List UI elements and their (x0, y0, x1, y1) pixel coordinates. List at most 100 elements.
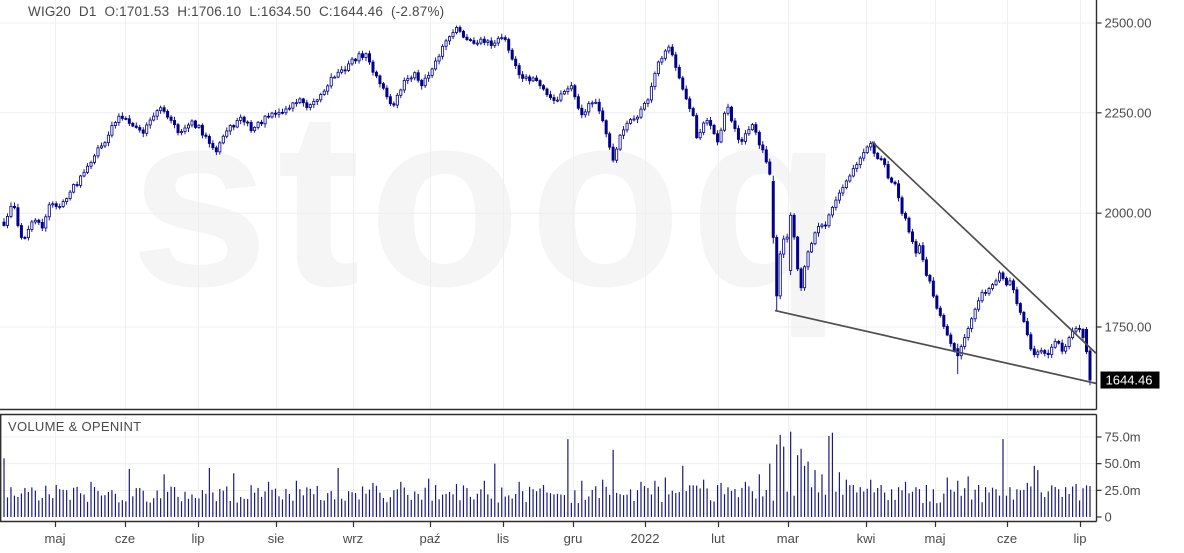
month-label: gru (564, 531, 583, 546)
candle-down (503, 37, 507, 40)
candle-down (214, 147, 218, 153)
candle-up (851, 168, 855, 177)
volume-bar (737, 497, 740, 517)
trendline-lower-support (774, 309, 1097, 385)
candle-up (277, 111, 281, 115)
volume-bar (797, 455, 799, 517)
volume-bar (661, 502, 663, 517)
volume-bar (647, 488, 649, 517)
volume-bar (897, 487, 900, 517)
volume-bar (111, 490, 113, 517)
axes (0, 0, 1098, 523)
candle-up (47, 204, 51, 218)
volume-bar (48, 494, 50, 517)
candle-up (190, 120, 194, 126)
candle-down (2, 221, 6, 226)
month-label: mar (777, 531, 800, 546)
candle-up (646, 99, 650, 104)
candle-up (5, 215, 9, 226)
candle-down (392, 103, 396, 106)
candle-up (858, 157, 862, 166)
candle-down (938, 307, 942, 316)
volume-bar (668, 494, 670, 517)
candle-down (1018, 303, 1022, 313)
volume-bar (730, 490, 733, 517)
candle-down (75, 184, 79, 186)
candle-down (204, 134, 208, 137)
volume-bar (998, 495, 1001, 517)
candle-down (134, 125, 138, 128)
volume-bar (1047, 491, 1049, 517)
volume-bar (281, 499, 284, 517)
candle-down (879, 158, 883, 160)
candlesticks (2, 25, 1092, 386)
candle-down (416, 72, 420, 81)
candle-up (632, 118, 636, 121)
volume-bar (1044, 497, 1046, 517)
candle-down (1060, 342, 1064, 352)
candle-down (367, 53, 371, 63)
candle-down (260, 121, 264, 125)
candle-up (308, 104, 312, 108)
month-label: lut (711, 531, 725, 546)
volume-bar (257, 487, 259, 517)
candle-down (764, 149, 768, 163)
volume-bar (877, 487, 879, 517)
candle-up (994, 280, 998, 286)
volume-bar (932, 489, 934, 517)
volume-bar (417, 493, 419, 517)
candle-down (514, 58, 518, 67)
candle-up (524, 76, 528, 79)
volume-bar (288, 493, 291, 517)
volume-bar (915, 487, 917, 517)
candle-down (141, 129, 145, 134)
volume-bar (553, 494, 555, 517)
volume-bar (358, 499, 360, 517)
candle-up (625, 122, 629, 131)
candle-up (364, 53, 368, 58)
volume-bar (27, 491, 29, 517)
candle-up (322, 90, 326, 95)
candle-up (79, 175, 83, 186)
candle-up (493, 42, 497, 46)
candle-down (489, 40, 493, 46)
candle-down (458, 27, 462, 32)
volume-bar (52, 498, 54, 517)
candle-down (893, 181, 897, 185)
candle-down (691, 108, 695, 116)
volume-bar (445, 493, 447, 517)
candle-up (848, 175, 852, 182)
volume-bar (347, 491, 350, 517)
candle-down (1078, 328, 1082, 330)
volume-bar (817, 492, 820, 517)
candle-up (333, 76, 337, 79)
candle-up (1008, 280, 1012, 286)
volume-bar (765, 489, 767, 517)
volume-bar (400, 481, 402, 517)
volume-bar (556, 493, 559, 517)
volume-bar (943, 493, 945, 517)
volume-bar (988, 492, 990, 517)
candle-up (1036, 351, 1040, 356)
volume-bar (1040, 492, 1042, 517)
volume-bar (396, 489, 398, 517)
volume-bar (880, 485, 882, 517)
volume-bar (622, 495, 625, 517)
candle-up (723, 112, 727, 131)
volume-bar (810, 487, 813, 517)
candle-down (1029, 334, 1033, 350)
volume-bar (984, 487, 987, 517)
candle-up (639, 108, 643, 118)
candle-down (249, 121, 253, 132)
volume-bar (389, 497, 391, 517)
volume-bar (1009, 487, 1011, 517)
candle-up (862, 152, 866, 159)
volume-bar (786, 491, 788, 517)
volume-bar (414, 491, 416, 517)
candle-up (834, 199, 838, 208)
volume-bar (636, 490, 639, 517)
volume-bar (1005, 495, 1008, 517)
volume-bar (320, 499, 322, 517)
